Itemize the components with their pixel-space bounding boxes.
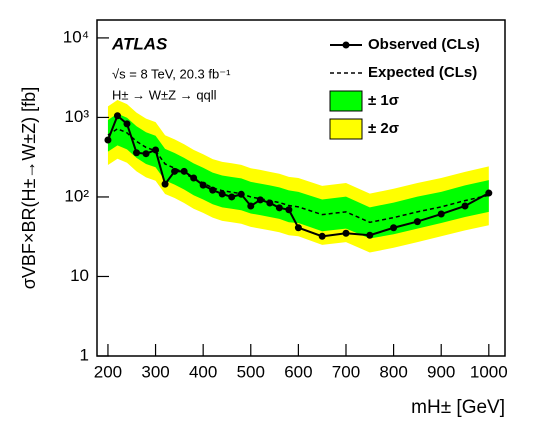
y-tick-label: 10⁴ [63, 27, 89, 46]
observed-point [413, 218, 421, 226]
observed-point [342, 229, 350, 237]
legend-label: ± 2σ [368, 120, 399, 137]
observed-point [152, 146, 160, 154]
x-tick-label: 500 [237, 362, 265, 381]
observed-point [142, 150, 150, 158]
observed-point [390, 224, 398, 232]
energy-label: √s = 8 TeV, 20.3 fb⁻¹ [112, 66, 231, 81]
x-tick-label: 600 [284, 362, 312, 381]
x-tick-label: 300 [141, 362, 169, 381]
observed-point [123, 120, 131, 128]
y-tick-label: 10² [64, 186, 89, 205]
observed-point [161, 180, 169, 188]
legend-label: ± 1σ [368, 92, 399, 109]
legend-label: Expected (CLs) [368, 64, 477, 81]
legend-label: Observed (CLs) [368, 36, 480, 53]
x-axis-label: mH± [GeV] [411, 397, 505, 418]
y-axis-label: σVBF×BR(H±→W±Z) [fb] [19, 87, 39, 289]
observed-point [199, 181, 207, 189]
observed-point [437, 210, 445, 218]
observed-point [133, 149, 141, 157]
observed-point [285, 206, 293, 214]
observed-point [247, 202, 255, 210]
observed-point [461, 202, 469, 210]
y-tick-label: 10 [70, 266, 89, 285]
y-tick-label: 10³ [64, 107, 89, 126]
atlas-label: ATLAS [111, 34, 168, 53]
x-tick-label: 700 [332, 362, 360, 381]
legend-swatch [329, 118, 363, 140]
observed-point [218, 190, 226, 198]
x-tick-label: 400 [189, 362, 217, 381]
x-tick-label: 800 [379, 362, 407, 381]
process-label: H± → W±Z → qqll [112, 87, 217, 102]
observed-point [104, 136, 112, 144]
legend-swatch [329, 90, 363, 112]
observed-point [256, 196, 264, 204]
observed-point [485, 189, 493, 197]
observed-point [318, 232, 326, 240]
y-tick-label: 1 [80, 345, 89, 364]
x-tick-label: 900 [427, 362, 455, 381]
x-tick-label: 1000 [470, 362, 508, 381]
observed-point [180, 167, 188, 175]
observed-point [228, 193, 236, 201]
x-tick-label: 200 [94, 362, 122, 381]
observed-point [275, 204, 283, 212]
observed-point [366, 231, 374, 239]
plot-frame [96, 19, 506, 357]
expected-line [107, 127, 489, 224]
legend-marker [342, 41, 350, 49]
observed-point [113, 112, 121, 120]
observed-point [209, 186, 217, 194]
observed-point [294, 224, 302, 232]
band [107, 113, 489, 239]
